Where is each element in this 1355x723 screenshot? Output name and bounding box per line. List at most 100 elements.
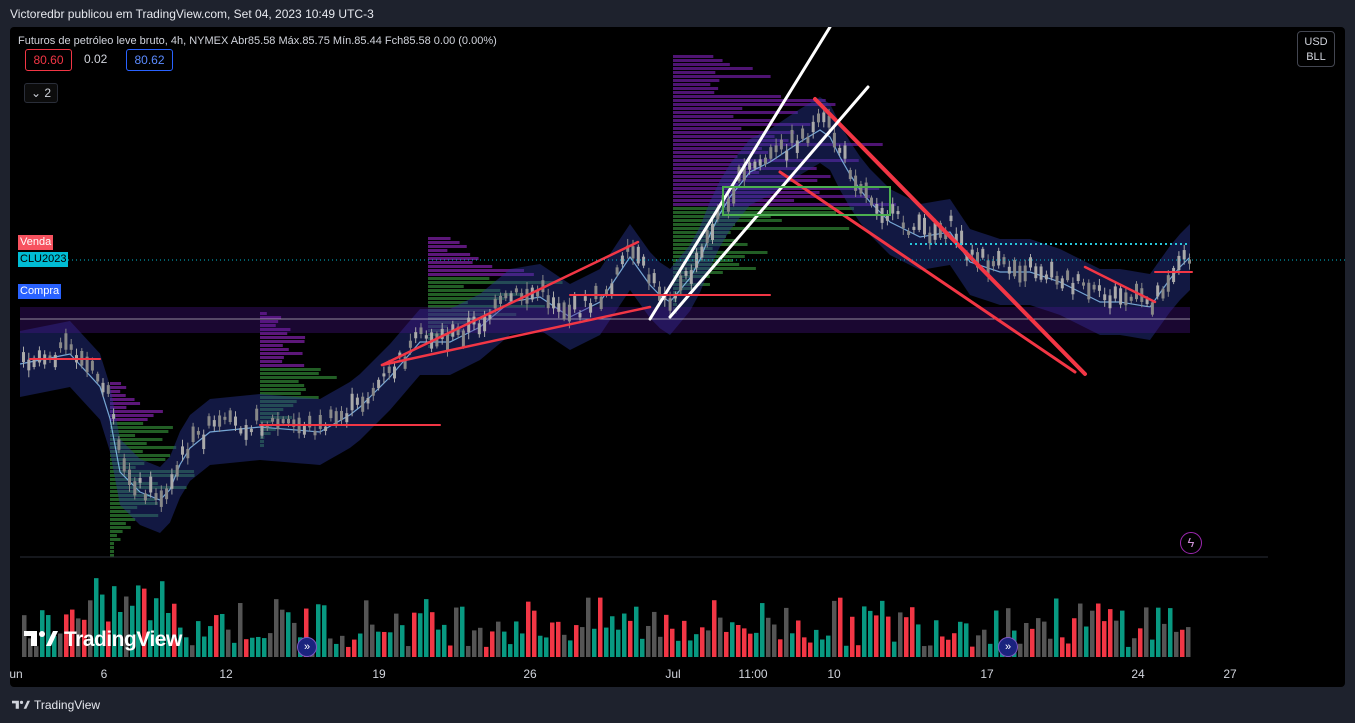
profile-bar [110,542,114,545]
go-to-date-icon[interactable]: » [998,637,1018,657]
volume-bar [508,644,513,657]
candle-body [377,379,381,389]
volume-bar [112,586,117,657]
profile-bar [110,518,136,521]
candle-body [313,430,317,436]
profile-bar [110,530,123,533]
volume-bar [94,578,99,657]
candle-body [218,415,222,427]
profile-bar [428,329,465,332]
volume-bar [496,621,501,657]
volume-bar [340,635,345,657]
profile-bar [428,277,490,280]
volume-bar [544,637,549,657]
candle-body [647,274,651,284]
volume-bar [1156,607,1161,657]
volume-bar [208,626,213,657]
volume-bar [556,621,561,657]
indicators-toggle[interactable]: ⌄ 2 [24,83,58,103]
volume-bar [370,624,375,657]
volume-bar [124,596,129,657]
volume-bar [1120,610,1125,657]
profile-bar [673,263,740,266]
currency-button[interactable]: USD BLL [1297,31,1335,67]
candle-body [689,270,693,284]
candle-body [96,373,100,382]
chart-frame[interactable]: Futuros de petróleo leve bruto, 4h, NYME… [10,27,1345,687]
volume-bar [1144,607,1149,657]
x-tick: 12 [219,667,233,681]
volume-bar [1072,618,1077,657]
candle-body [1066,270,1070,281]
candle-body [117,439,121,450]
candle-body [334,411,338,425]
volume-bar [814,629,819,657]
volume-bar [1090,610,1095,657]
profile-bar [260,368,321,371]
volume-bar [820,639,825,657]
candle-body [308,415,312,428]
candle-body [408,340,412,348]
candle-body [1108,295,1112,309]
profile-bar [428,257,479,260]
sell-button[interactable]: 80.60 [25,49,72,71]
profile-bar [260,400,297,403]
price-chart[interactable] [10,27,1345,687]
profile-bar [260,316,282,319]
indicators-count: 2 [44,86,52,100]
profile-bar [260,428,276,431]
profile-bar [110,450,143,453]
profile-bar [110,486,187,489]
candle-body [1002,257,1006,265]
volume-bar [658,636,663,657]
candle-body [636,246,640,264]
volume-bar [850,616,855,657]
buy-button[interactable]: 80.62 [126,49,173,71]
candle-body [302,425,306,435]
footer-bar: TradingView [0,690,1355,723]
candle-body [642,256,646,266]
drawings [29,27,1193,426]
volume-bar [1162,623,1167,657]
candle-body [128,469,131,486]
profile-bar [673,55,714,58]
candle-body [938,222,942,238]
candle-body [1092,284,1096,290]
volume-bar [790,633,795,657]
profile-bar [673,179,818,182]
candle-body [1039,266,1043,280]
volume-bar [52,635,57,657]
volume-bar [1126,646,1131,657]
candle-body [499,295,502,304]
candle-body [626,245,630,252]
volume-bar [76,618,81,657]
go-to-date-icon[interactable]: » [297,637,317,657]
volume-bar [826,635,831,657]
candle-body [345,413,349,423]
candle-body [440,328,444,339]
profile-bar [260,336,306,339]
candle-body [658,286,661,301]
volume-bar [1138,628,1143,657]
volume-bar [520,633,525,657]
profile-bar [110,382,122,385]
footer-text: TradingView [34,698,101,712]
volume-bar [610,616,615,657]
profile-bar [428,285,464,288]
time-axis[interactable]: un 6 12 19 26 Jul 11:00 10 17 24 27 [10,663,1345,683]
profile-bar [428,265,493,268]
candle-body [467,317,471,333]
profile-bar [673,271,723,274]
profile-bar [110,522,126,525]
candle-body [615,267,619,275]
candle-body [711,224,714,240]
volume-bar [352,639,357,657]
profile-bar [110,418,148,421]
candle-body [875,204,879,214]
profile-bar [110,474,195,477]
volume-bar [646,625,651,657]
volume-bar [598,597,603,657]
volume-bar [874,615,879,657]
bolt-icon[interactable]: ϟ [1180,532,1202,554]
candle-body [981,248,985,258]
